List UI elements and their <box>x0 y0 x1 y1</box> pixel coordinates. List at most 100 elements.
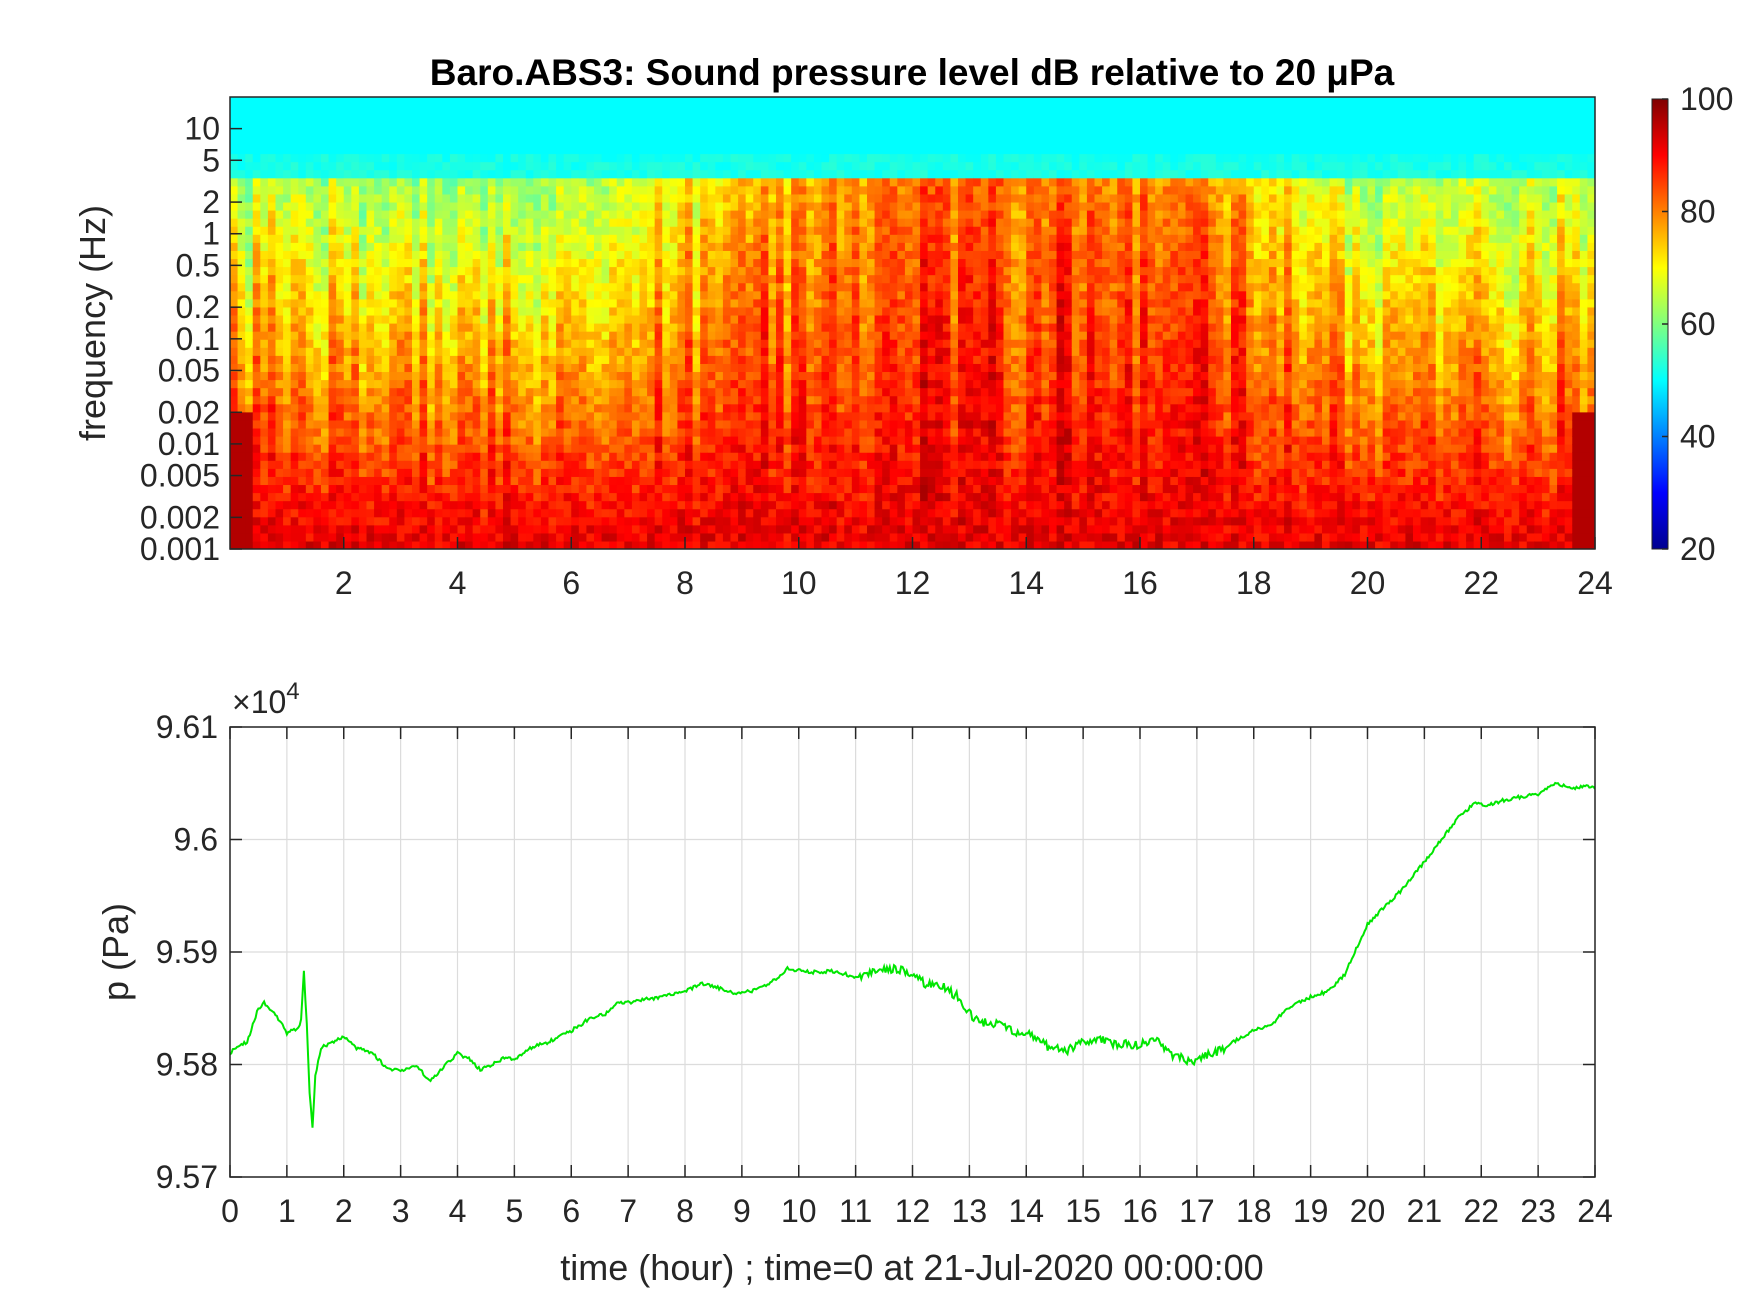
spectrogram-cell <box>412 177 421 187</box>
spectrogram-cell <box>525 161 534 171</box>
spectrogram-cell <box>829 476 838 486</box>
spectrogram-cell <box>685 105 694 114</box>
spectrogram-cell <box>298 185 307 195</box>
spectrogram-cell <box>798 193 807 203</box>
spectrogram-cell <box>806 516 815 526</box>
spectrogram-cell <box>389 532 398 542</box>
spectrogram-cell <box>882 185 891 195</box>
spectrogram-cell <box>738 234 747 243</box>
spectrogram-cell <box>685 331 694 340</box>
spectrogram-cell <box>230 226 239 235</box>
spectrogram-cell <box>343 306 352 316</box>
spectrogram-cell <box>366 145 375 155</box>
spectrogram-cell <box>305 97 315 106</box>
spectrogram-cell <box>813 476 823 486</box>
spectrogram-cell <box>510 339 519 348</box>
spectrogram-cell <box>267 218 277 227</box>
spectrogram-cell <box>571 484 580 494</box>
spectrogram-cell <box>745 411 754 421</box>
spectrogram-cell <box>738 371 747 381</box>
spectrogram-cell <box>434 290 443 300</box>
spectrogram-cell <box>859 105 868 114</box>
spectrogram-cell <box>616 419 625 429</box>
spectrogram-cell <box>889 266 898 276</box>
spectrogram-cell <box>305 460 315 469</box>
spectrogram-cell <box>434 331 443 340</box>
spectrogram-cell <box>449 524 459 534</box>
spectrogram-cell <box>533 113 542 122</box>
spectrogram-cell <box>851 193 861 203</box>
spectrogram-cell <box>776 540 785 549</box>
spectrogram-cell <box>366 121 375 130</box>
spectrogram-cell <box>897 371 906 381</box>
spectrogram-cell <box>328 379 337 389</box>
spectrogram-cell <box>821 395 830 405</box>
spectrogram-cell <box>768 492 777 502</box>
spectrogram-cell <box>654 226 663 235</box>
spectrogram-cell <box>639 210 648 219</box>
spectrogram-cell <box>654 508 663 518</box>
spectrogram-cell <box>662 371 671 381</box>
spectrogram-cell <box>396 234 406 243</box>
spectrogram-cell <box>897 298 906 308</box>
spectrogram-cell <box>821 468 830 477</box>
spectrogram-cell <box>487 218 497 227</box>
spectrogram-cell <box>313 137 322 147</box>
spectrogram-cell <box>662 185 671 195</box>
spectrogram-cell <box>252 306 261 316</box>
spectrogram-cell <box>434 444 443 453</box>
spectrogram-cell <box>647 201 656 211</box>
spectrogram-cell <box>343 419 352 429</box>
spectrogram-cell <box>753 403 762 413</box>
spectrogram-cell <box>791 540 800 549</box>
spectrogram-cell <box>275 436 284 445</box>
spectrogram-cell <box>434 282 443 292</box>
spectrogram-cell <box>260 452 269 461</box>
spectrogram-cell <box>707 460 716 469</box>
spectrogram-cell <box>601 290 610 300</box>
spectrogram-cell <box>647 145 656 155</box>
spectrogram-cell <box>374 371 383 381</box>
spectrogram-cell <box>829 363 838 373</box>
spectrogram-cell <box>578 185 588 195</box>
spectrogram-cell <box>260 347 269 356</box>
spectrogram-cell <box>624 242 633 251</box>
spectrogram-cell <box>237 105 246 114</box>
spectrogram-cell <box>336 314 345 324</box>
spectrogram-cell <box>616 444 625 453</box>
spectrogram-cell <box>616 169 625 179</box>
spectrogram-cell <box>245 363 254 373</box>
spectrogram-cell <box>472 339 481 348</box>
spectrogram-cell <box>647 395 656 405</box>
spectrogram-cell <box>700 193 709 203</box>
spectrogram-cell <box>351 121 360 130</box>
spectrogram-cell <box>601 436 610 445</box>
spectrogram-cell <box>412 484 421 494</box>
spectrogram-cell <box>730 524 739 534</box>
spectrogram-cell <box>533 282 542 292</box>
spectrogram-cell <box>662 436 671 445</box>
spectrogram-cell <box>305 121 315 130</box>
spectrogram-cell <box>874 193 883 203</box>
spectrogram-cell <box>487 242 497 251</box>
spectrogram-cell <box>798 201 807 211</box>
spectrogram-cell <box>791 444 800 453</box>
spectrogram-cell <box>487 234 497 243</box>
spectrogram-cell <box>305 137 315 147</box>
spectrogram-cell <box>275 129 284 138</box>
spectrogram-cell <box>548 339 557 348</box>
spectrogram-cell <box>594 524 603 534</box>
spectrogram-cell <box>412 306 421 316</box>
spectrogram-cell <box>821 258 830 268</box>
spectrogram-cell <box>487 347 497 356</box>
spectrogram-cell <box>381 121 390 130</box>
spectrogram-cell <box>760 395 770 405</box>
spectrogram-cell <box>882 226 891 235</box>
spectrogram-cell <box>540 363 550 373</box>
spectrogram-cell <box>237 395 246 405</box>
spectrogram-cell <box>487 411 497 421</box>
spectrogram-cell <box>601 218 610 227</box>
spectrogram-cell <box>480 427 489 437</box>
spectrogram-cell <box>669 379 679 389</box>
spectrogram-cell <box>313 282 322 292</box>
